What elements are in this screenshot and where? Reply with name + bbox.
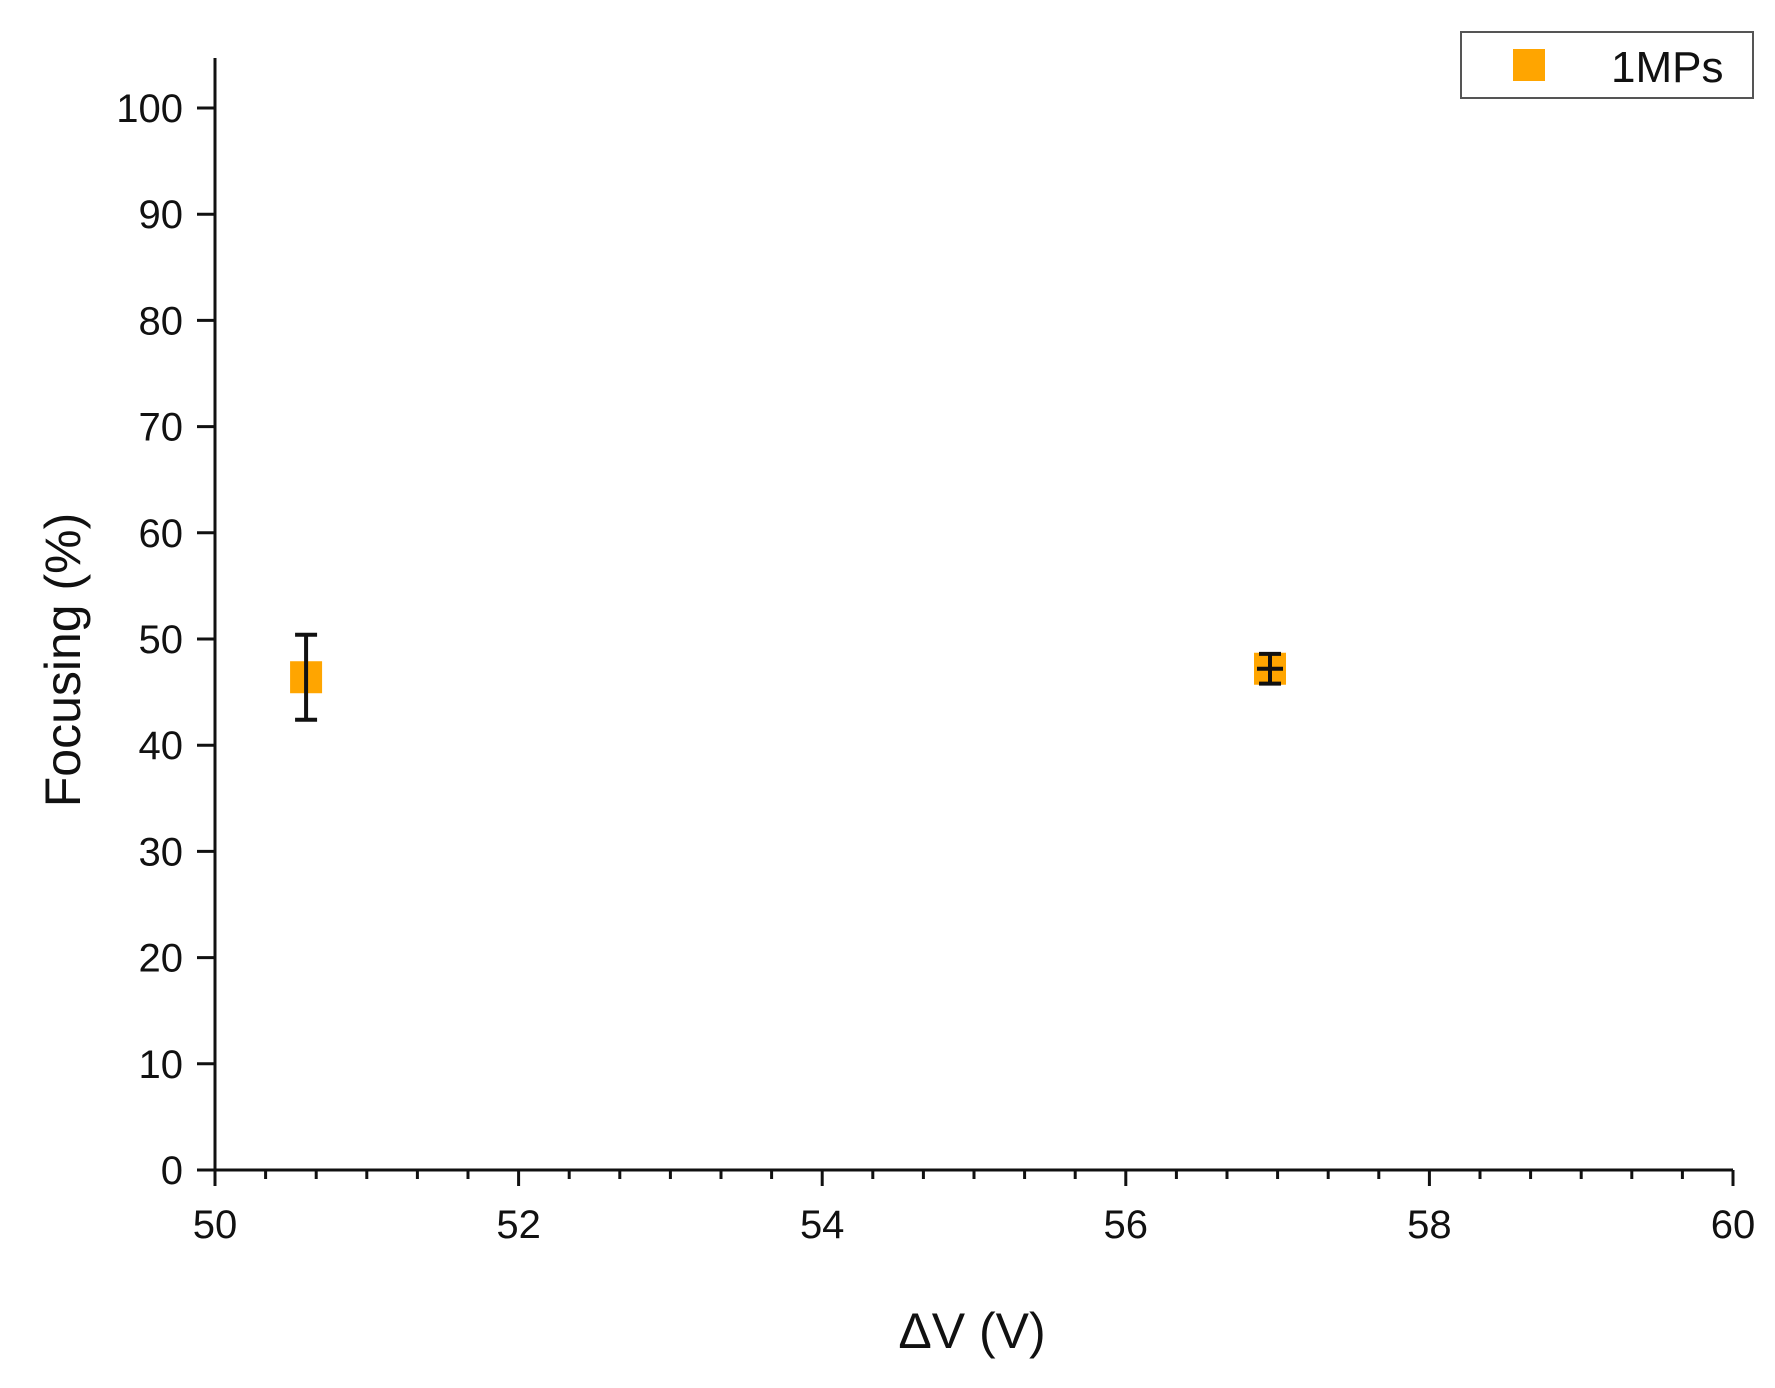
x-tick-label: 50	[193, 1203, 238, 1247]
axes	[213, 58, 1733, 1172]
ticks: 50 52 54 56 58 60 0 10 20 30 40 50 60 70 80 90 100	[116, 87, 1755, 1247]
x-tick-label: 58	[1407, 1203, 1452, 1247]
legend-swatch-1mps	[1513, 49, 1545, 81]
legend-box	[1460, 31, 1754, 99]
x-tick-label: 56	[1104, 1203, 1149, 1247]
y-tick-label: 10	[139, 1043, 184, 1087]
y-axis-label: Focusing (%)	[35, 513, 91, 808]
x-axis-label: ΔV (V)	[898, 1303, 1045, 1359]
y-tick-label: 70	[139, 406, 184, 450]
y-tick-label: 80	[139, 299, 184, 343]
y-tick-label: 50	[139, 618, 184, 662]
y-tick-label: 20	[139, 937, 184, 981]
x-tick-label: 54	[800, 1203, 845, 1247]
y-tick-label: 90	[139, 193, 184, 237]
y-tick-label: 60	[139, 512, 184, 556]
legend: 1MPs	[1460, 31, 1754, 99]
data-points	[290, 632, 1287, 722]
y-tick-label: 0	[161, 1149, 183, 1193]
x-tick-label: 60	[1711, 1203, 1756, 1247]
y-tick-label: 100	[116, 87, 183, 131]
y-tick-label: 30	[139, 830, 184, 874]
y-tick-label: 40	[139, 724, 184, 768]
x-tick-label: 52	[496, 1203, 541, 1247]
legend-label-1mps: 1MPs	[1611, 43, 1723, 92]
